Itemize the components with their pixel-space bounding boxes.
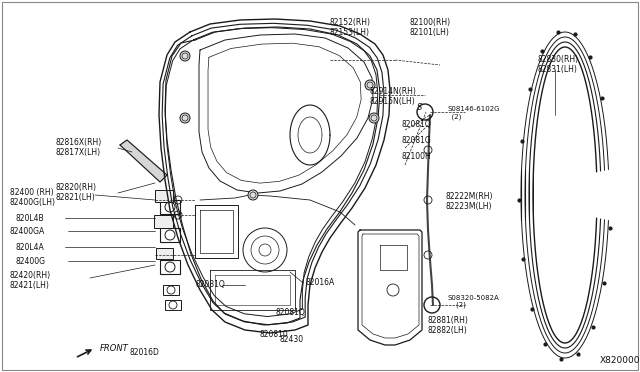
Text: FRONT: FRONT [100,344,129,353]
FancyBboxPatch shape [154,215,173,228]
FancyBboxPatch shape [165,300,181,310]
Circle shape [369,113,379,123]
Text: 82016A: 82016A [305,278,334,287]
Text: 82222M(RH)
82223M(LH): 82222M(RH) 82223M(LH) [445,192,493,211]
FancyBboxPatch shape [156,248,173,259]
Text: 820L4A: 820L4A [15,243,44,252]
Text: 82081Q: 82081Q [195,280,225,289]
FancyBboxPatch shape [160,228,180,242]
Text: 82400 (RH)
82400G(LH): 82400 (RH) 82400G(LH) [10,188,56,208]
Circle shape [180,51,190,61]
Text: 82100H: 82100H [402,152,432,161]
Text: 82914N(RH)
82915N(LH): 82914N(RH) 82915N(LH) [370,87,417,106]
Text: 82100(RH)
82101(LH): 82100(RH) 82101(LH) [410,18,451,38]
FancyBboxPatch shape [163,285,179,295]
Text: S: S [417,103,422,112]
Text: 82881(RH)
82882(LH): 82881(RH) 82882(LH) [428,316,469,336]
Polygon shape [120,140,167,182]
Text: 82420(RH)
82421(LH): 82420(RH) 82421(LH) [10,271,51,291]
Text: 82830(RH)
82831(LH): 82830(RH) 82831(LH) [537,55,578,74]
Text: 82081Q: 82081Q [402,120,432,129]
Text: 82016D: 82016D [130,348,160,357]
Text: 82400GA: 82400GA [10,227,45,236]
FancyBboxPatch shape [155,190,173,202]
Circle shape [365,80,375,90]
Circle shape [180,113,190,123]
FancyBboxPatch shape [160,260,180,274]
FancyBboxPatch shape [160,200,180,214]
Text: 82081Q: 82081Q [275,308,305,317]
Text: S08320-5082A
    (2): S08320-5082A (2) [447,295,499,308]
Text: 82400G: 82400G [15,257,45,266]
Text: 820L4B: 820L4B [15,214,44,223]
Circle shape [248,190,258,200]
Text: 820810: 820810 [260,330,289,339]
Text: S08146-6102G
  (2): S08146-6102G (2) [447,106,499,119]
Text: 82816X(RH)
82817X(LH): 82816X(RH) 82817X(LH) [55,138,101,157]
Text: 82081G: 82081G [402,136,432,145]
Text: 82152(RH)
82153(LH): 82152(RH) 82153(LH) [330,18,371,38]
Text: 82430: 82430 [280,335,304,344]
Text: 82820(RH)
82821(LH): 82820(RH) 82821(LH) [55,183,96,202]
Text: X820000P: X820000P [600,356,640,365]
